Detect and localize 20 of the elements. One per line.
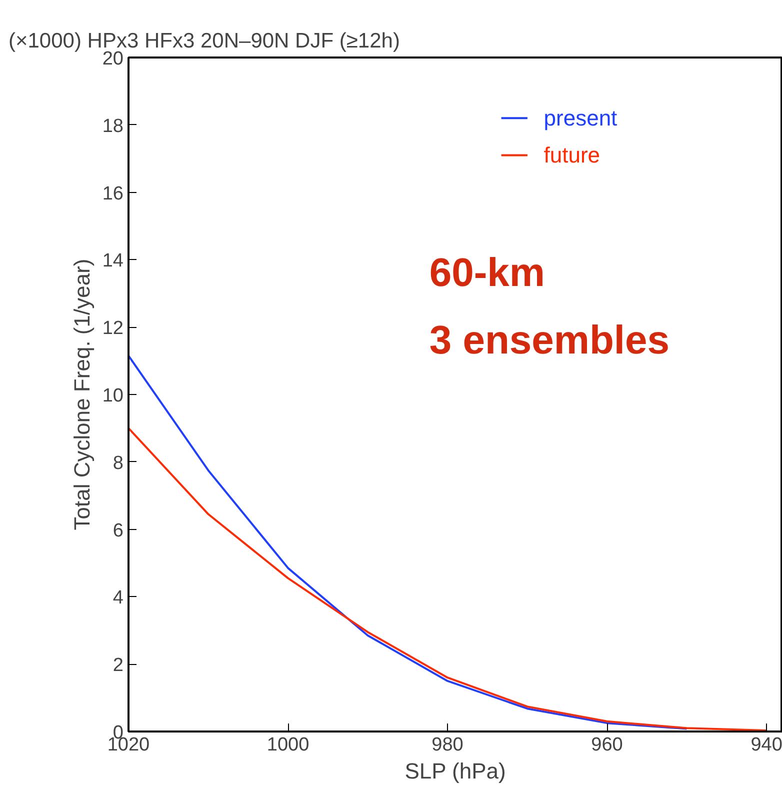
y-tick-label: 12 bbox=[102, 318, 124, 340]
y-tick-label: 8 bbox=[112, 452, 124, 474]
y-tick-label: 10 bbox=[102, 386, 124, 406]
y-tick-label: 2 bbox=[112, 655, 124, 676]
legend-label: future bbox=[544, 142, 600, 168]
y-tick-label: 14 bbox=[102, 250, 124, 272]
y-tick-label: 4 bbox=[112, 588, 124, 609]
y-tick-label: 18 bbox=[102, 116, 124, 137]
annotation: 3 ensembles bbox=[429, 318, 670, 363]
y-tick-label: 16 bbox=[102, 183, 124, 204]
x-tick-label: 960 bbox=[591, 734, 623, 756]
x-tick-label: 980 bbox=[432, 734, 464, 756]
line-series bbox=[128, 354, 688, 730]
legend-label: present bbox=[544, 106, 618, 131]
x-axis-title: SLP (hPa) bbox=[404, 758, 506, 784]
y-axis-title: Total Cyclone Freq. (1/year) bbox=[69, 258, 94, 530]
x-tick-label: 940 bbox=[750, 734, 782, 756]
y-tick-label: 6 bbox=[112, 520, 124, 542]
x-tick-label: 1000 bbox=[266, 734, 310, 756]
annotation: 60-km bbox=[429, 251, 545, 296]
